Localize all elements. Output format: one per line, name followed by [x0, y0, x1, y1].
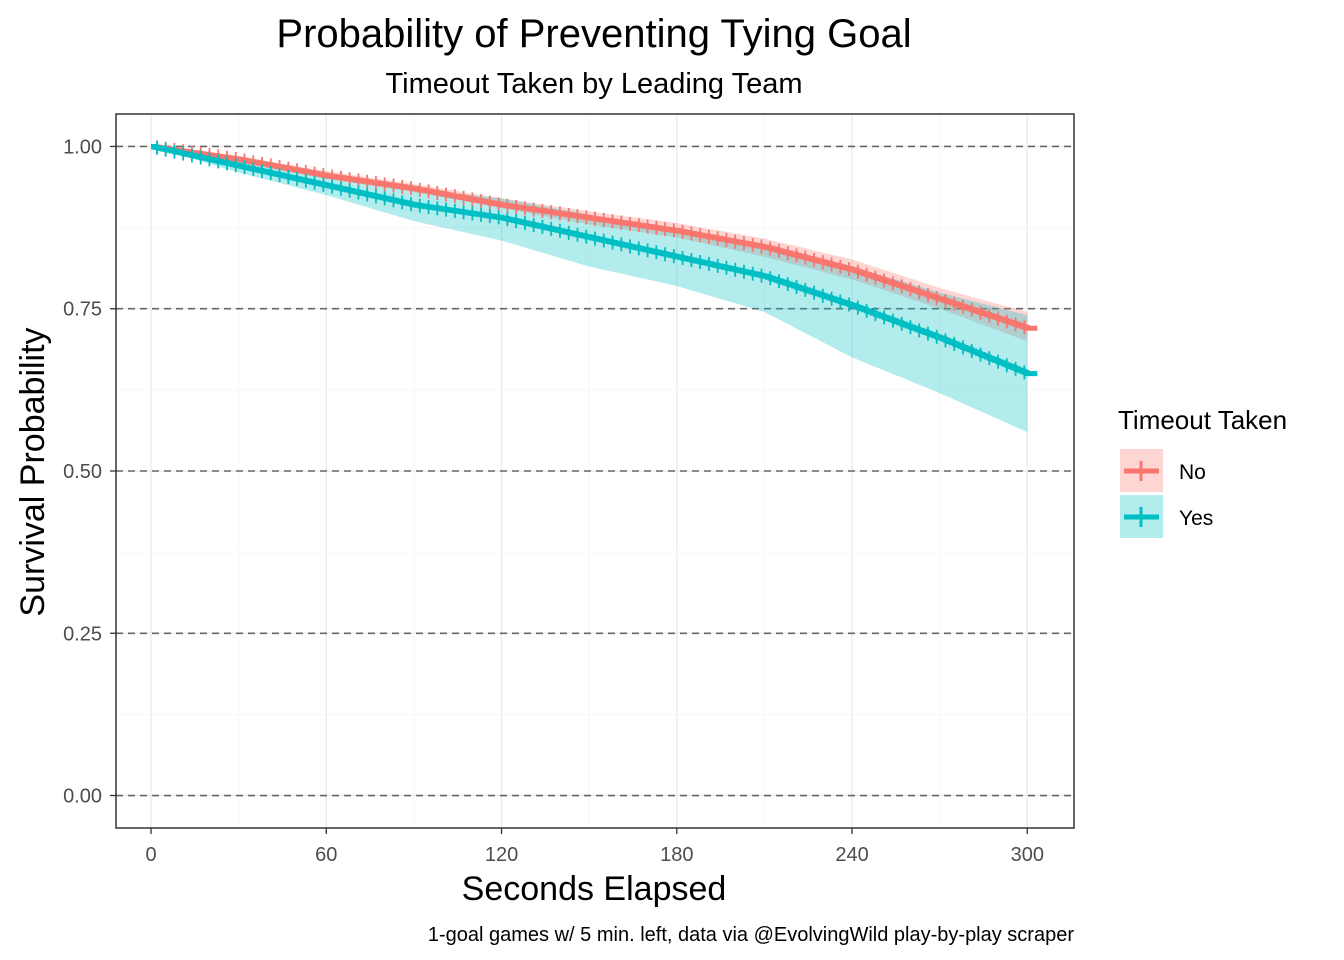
survival-curves: [151, 140, 1038, 380]
x-tick-label: 300: [1011, 844, 1044, 866]
chart-caption: 1-goal games w/ 5 min. left, data via @E…: [428, 924, 1074, 946]
y-axis-ticks: 0.00 0.25 0.50 0.75 1.00: [63, 136, 116, 808]
x-tick-label: 60: [315, 844, 337, 866]
x-tick-label: 240: [835, 844, 868, 866]
confidence-band-yes: [151, 146, 1028, 433]
y-tick-label: 0.75: [63, 299, 102, 321]
x-tick-label: 120: [485, 844, 518, 866]
x-tick-label: 0: [145, 844, 156, 866]
y-tick-label: 0.25: [63, 623, 102, 645]
x-axis-ticks: 0 60 120 180 240 300: [145, 828, 1044, 866]
legend-title: Timeout Taken: [1118, 405, 1287, 435]
y-tick-label: 0.50: [63, 461, 102, 483]
legend-item-no: No: [1120, 449, 1206, 492]
y-tick-label: 1.00: [63, 136, 102, 158]
reference-lines: [116, 145, 1074, 797]
y-tick-label: 0.00: [63, 786, 102, 808]
y-axis-title: Survival Probability: [14, 327, 52, 616]
legend-label: Yes: [1179, 507, 1213, 530]
legend: Timeout Taken No Yes: [1118, 405, 1287, 538]
legend-label: No: [1179, 461, 1206, 484]
x-tick-label: 180: [660, 844, 693, 866]
chart-title: Probability of Preventing Tying Goal: [276, 12, 911, 56]
x-axis-title: Seconds Elapsed: [462, 870, 727, 908]
chart-subtitle: Timeout Taken by Leading Team: [385, 68, 802, 100]
confidence-bands: [151, 146, 1028, 433]
legend-item-yes: Yes: [1120, 495, 1213, 538]
